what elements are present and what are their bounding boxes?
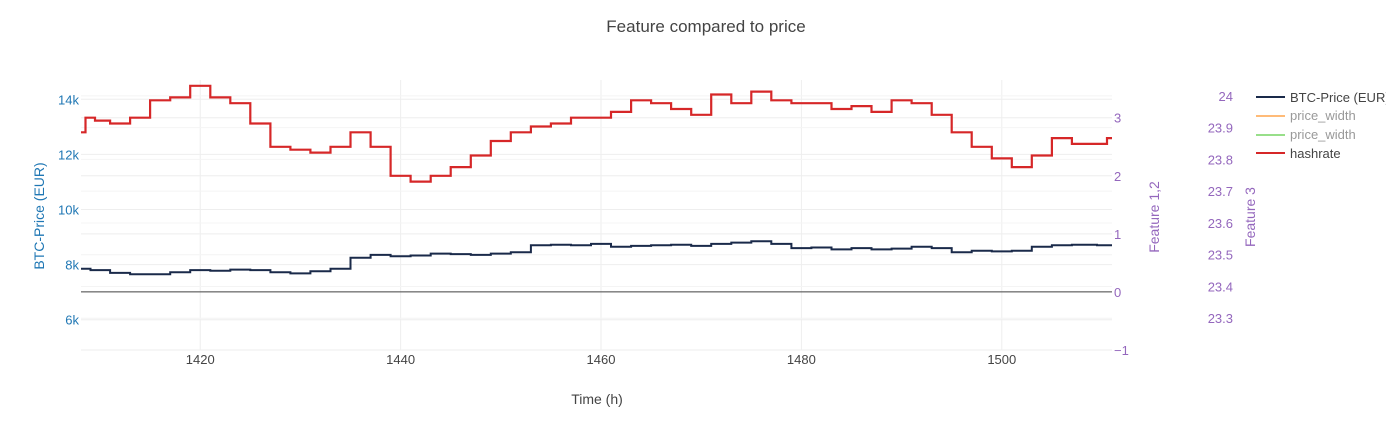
legend-label-btc-price: BTC-Price (EUR) [1290,90,1386,105]
y-tick-label: 12k [58,147,79,162]
plot-traces [81,84,1112,276]
x-tick-label: 1440 [386,352,415,367]
y2-tick-label: −1 [1114,343,1129,358]
y-axis-label: BTC-Price (EUR) [31,162,47,269]
y3-tick-label: 23.9 [1208,121,1233,136]
y2-tick-label: 0 [1114,285,1121,300]
legend-label-hashrate: hashrate [1290,146,1341,161]
legend-label-price-width-2: price_width [1290,127,1356,142]
x-tick-label: 1420 [186,352,215,367]
y2-tick-label: 2 [1114,169,1121,184]
x-tick-label: 1480 [787,352,816,367]
y3-tick-label: 23.8 [1208,152,1233,167]
legend-item-btc-price[interactable]: BTC-Price (EUR) [1256,90,1386,105]
y2-tick-label: 3 [1114,111,1121,126]
x-axis-label: Time (h) [571,391,623,407]
y-tick-label: 14k [58,92,79,107]
x-tick-label: 1460 [587,352,616,367]
y3-tick-label: 24 [1219,89,1233,104]
axes: 1420 1440 1460 1480 1500 6k 8k 10k 12k 14k −1 0 1 2 3 2… [58,89,1233,367]
x-tick-label: 1500 [987,352,1016,367]
y3-tick-label: 23.5 [1208,248,1233,263]
y3-tick-label: 23.7 [1208,184,1233,199]
y2-tick-label: 1 [1114,227,1121,242]
legend-label-price-width-1: price_width [1290,108,1356,123]
legend-item-hashrate[interactable]: hashrate [1256,146,1341,161]
y2-axis-label: Feature 1,2 [1146,181,1162,253]
y-tick-label: 10k [58,202,79,217]
y3-tick-label: 23.4 [1208,279,1233,294]
chart-title: Feature compared to price [606,17,805,36]
y3-tick-label: 23.3 [1208,311,1233,326]
legend: BTC-Price (EUR) price_width price_width … [1256,90,1386,161]
y3-tick-label: 23.6 [1208,216,1233,231]
y3-axis-label: Feature 3 [1242,187,1258,247]
series-btc-price [81,240,1112,276]
grid [81,80,1112,351]
legend-item-price-width-1[interactable]: price_width [1256,108,1356,123]
y-tick-label: 8k [65,258,79,273]
legend-item-price-width-2[interactable]: price_width [1256,127,1356,142]
series-hashrate [81,84,1112,183]
y-tick-label: 6k [65,313,79,328]
